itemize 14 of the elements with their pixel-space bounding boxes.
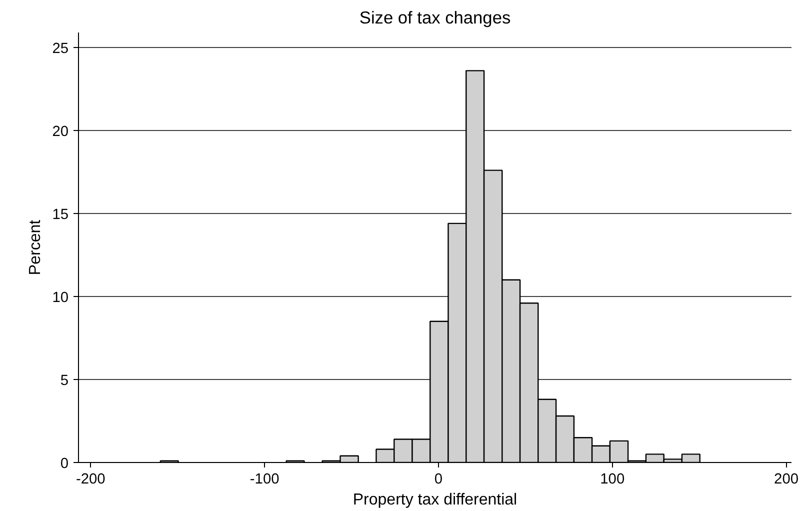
chart-title: Size of tax changes	[359, 8, 511, 28]
y-tick-label: 25	[52, 40, 69, 57]
y-tick-label: 15	[52, 206, 69, 223]
y-axis-title: Percent	[27, 219, 44, 276]
y-tick-label: 20	[52, 124, 69, 140]
x-tick-label: -200	[76, 472, 106, 488]
x-tick-label: 100	[600, 472, 625, 488]
x-tick-label: 0	[434, 472, 443, 488]
y-tick-label: 0	[60, 456, 69, 472]
x-tick-label: -100	[250, 472, 280, 488]
y-tick-label: 5	[60, 372, 69, 389]
x-tick-label: 200	[774, 472, 799, 488]
x-axis-title: Property tax differential	[352, 492, 518, 508]
y-tick-label: 10	[52, 290, 69, 306]
